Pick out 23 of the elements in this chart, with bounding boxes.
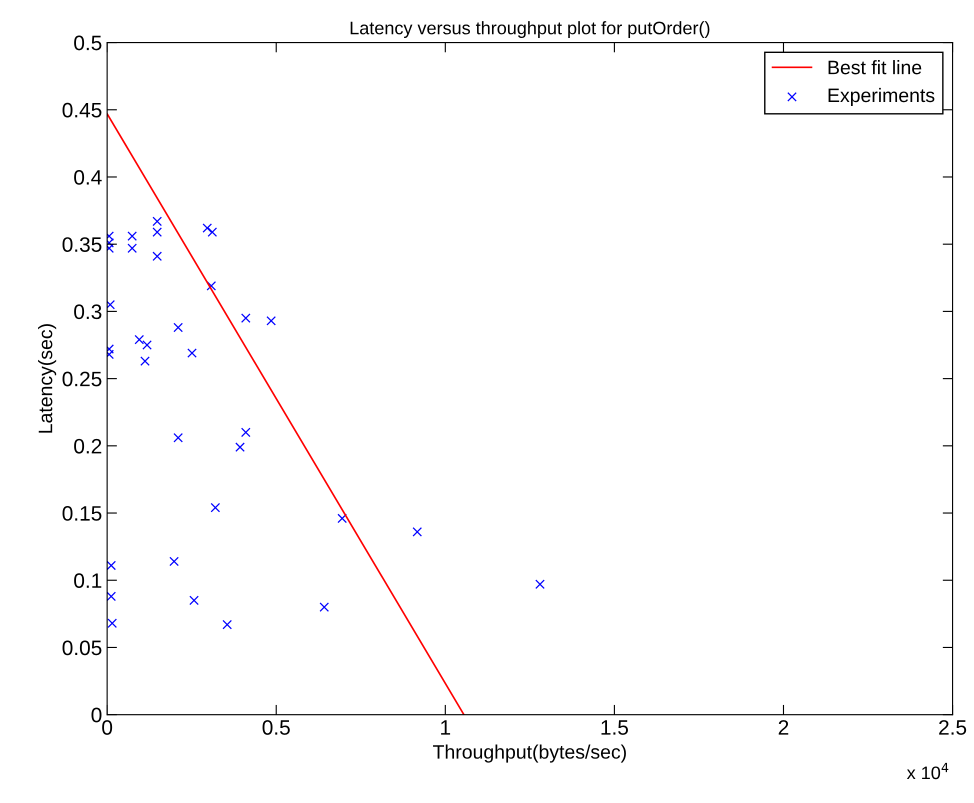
y-axis-title: Latency(sec)	[38, 324, 56, 433]
x-axis-title: Throughput(bytes/sec)	[433, 744, 626, 763]
x-tick-label: 0.5	[262, 720, 290, 735]
y-tick-label: 0.45	[62, 102, 102, 118]
y-tick-label: 0.4	[74, 170, 102, 185]
y-tick-label: 0.5	[74, 36, 102, 50]
y-tick-label: 0.15	[62, 506, 102, 521]
text: x 10$^{4}$	[906, 762, 948, 780]
chart-title: Latency versus throughput plot for putOrder()	[350, 21, 710, 38]
x-tick-label: 1	[441, 720, 450, 735]
y-tick-label: 0.2	[74, 438, 102, 454]
y-tick-label: 0.35	[62, 237, 102, 252]
y-tick-label: 0.05	[62, 640, 102, 656]
legend-label: Experiments	[828, 88, 934, 106]
y-tick-label: 0.3	[74, 304, 102, 320]
x-tick-label: 1.5	[602, 720, 628, 735]
x-tick-label: 2	[778, 720, 788, 735]
x-tick-label: 0	[102, 720, 112, 735]
y-tick-label: 0.25	[62, 372, 102, 386]
legend-label: Best fit line	[828, 60, 922, 74]
y-tick-label: 0.1	[74, 573, 102, 588]
y-tick-label: 0	[92, 708, 102, 722]
x-tick-label: 2.5	[939, 720, 966, 735]
